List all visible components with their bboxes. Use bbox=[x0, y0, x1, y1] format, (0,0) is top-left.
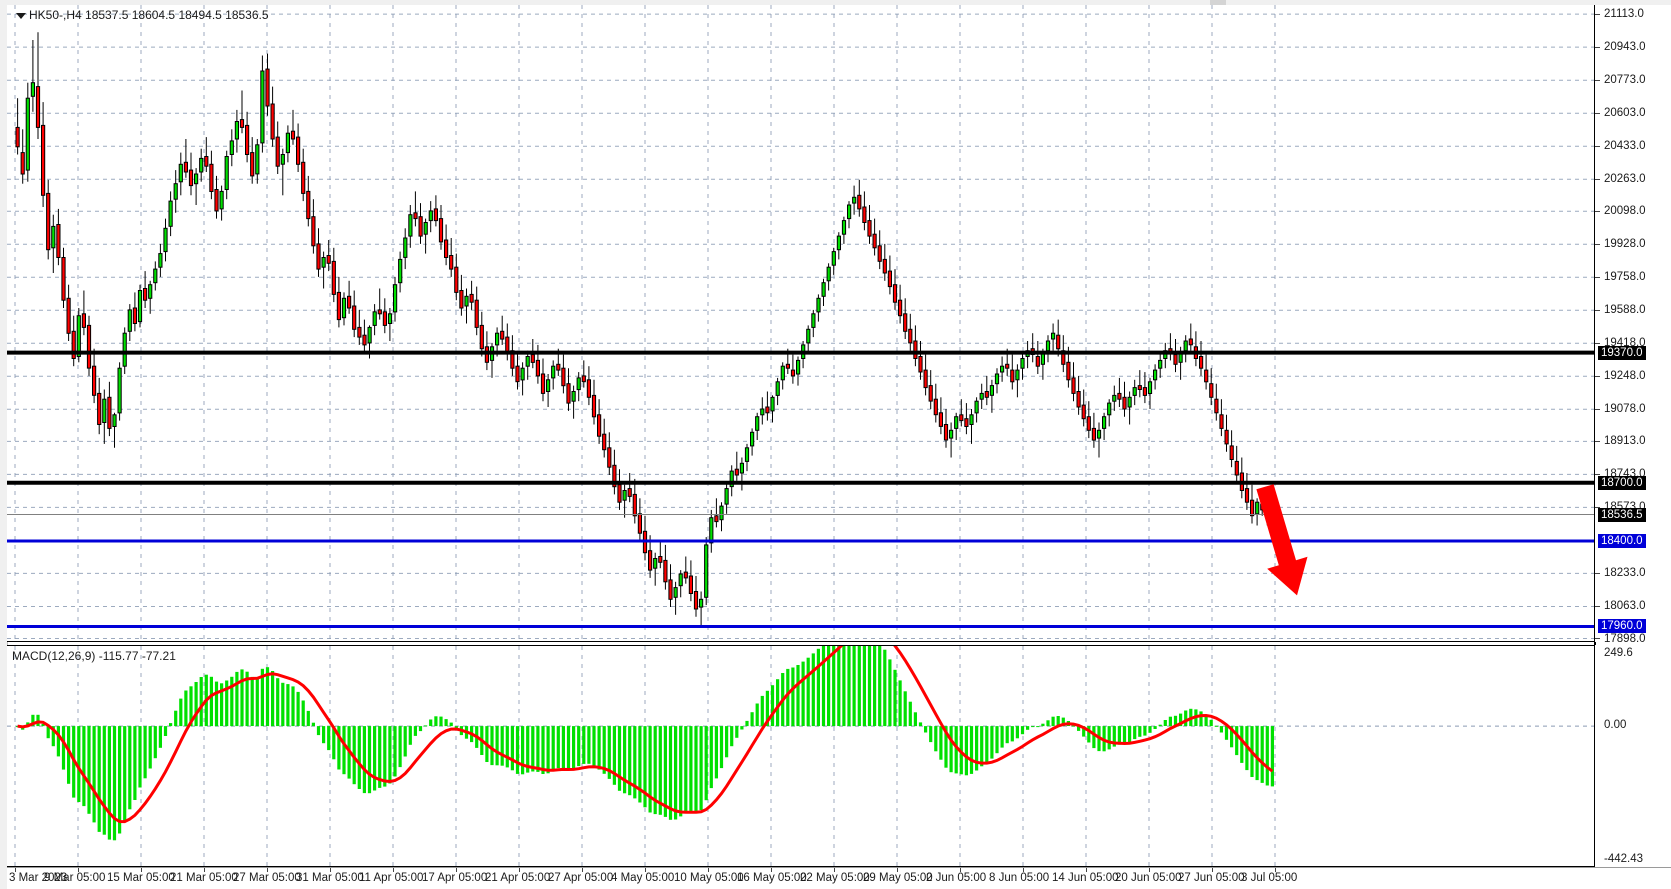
price-axis-tick bbox=[1595, 46, 1600, 48]
time-axis-label: 2 Jun 05:00 bbox=[926, 872, 987, 884]
price-axis-label: 21113.0 bbox=[1604, 8, 1644, 21]
time-axis-label: 21 Apr 05:00 bbox=[485, 872, 551, 884]
price-axis-tick bbox=[1595, 375, 1600, 377]
time-axis-label: 4 May 05:00 bbox=[611, 872, 675, 884]
price-axis-tick bbox=[1595, 408, 1600, 410]
price-axis-tick bbox=[1595, 276, 1600, 278]
price-axis-tick bbox=[1595, 243, 1600, 245]
price-axis-tick bbox=[1595, 638, 1600, 639]
time-axis-tick bbox=[204, 868, 205, 872]
price-axis-label: 20943.0 bbox=[1604, 41, 1646, 54]
price-plot[interactable] bbox=[7, 5, 1595, 642]
price-axis-label: 20433.0 bbox=[1604, 140, 1646, 153]
time-axis-tick bbox=[393, 868, 394, 872]
time-axis-tick bbox=[771, 868, 772, 872]
price-level-tag[interactable]: 18400.0 bbox=[1598, 534, 1646, 548]
time-axis-tick bbox=[1086, 868, 1087, 872]
time-axis-tick bbox=[519, 868, 520, 872]
price-axis-tick bbox=[1595, 112, 1600, 114]
macd-plot[interactable] bbox=[7, 646, 1595, 868]
price-axis-label: 19928.0 bbox=[1604, 238, 1646, 251]
price-axis-tick bbox=[1595, 309, 1600, 311]
price-level-tag[interactable]: 19370.0 bbox=[1598, 345, 1646, 360]
time-axis-label: 29 May 05:00 bbox=[863, 872, 933, 884]
time-axis-tick bbox=[960, 868, 961, 872]
time-axis-label: 22 May 05:00 bbox=[800, 872, 870, 884]
price-axis-tick bbox=[1595, 440, 1600, 442]
time-axis-tick bbox=[1212, 868, 1213, 872]
price-axis-tick bbox=[1595, 572, 1600, 574]
price-axis-label: 19078.0 bbox=[1604, 403, 1646, 416]
time-axis-tick bbox=[141, 868, 142, 872]
price-axis-tick bbox=[1595, 210, 1600, 212]
time-axis-label: 16 May 05:00 bbox=[737, 872, 807, 884]
price-axis-tick bbox=[1595, 342, 1600, 344]
time-axis-label: 8 Jun 05:00 bbox=[989, 872, 1050, 884]
price-axis-label: 20773.0 bbox=[1604, 74, 1646, 87]
price-axis-tick bbox=[1595, 178, 1600, 180]
price-axis-tick bbox=[1595, 506, 1600, 508]
price-axis-label: 19588.0 bbox=[1604, 304, 1646, 317]
time-axis-label: 27 Jun 05:00 bbox=[1178, 872, 1245, 884]
time-axis-label: 20 Jun 05:00 bbox=[1115, 872, 1182, 884]
price-axis-label: 18233.0 bbox=[1604, 567, 1646, 580]
price-axis-label: 20098.0 bbox=[1604, 205, 1646, 218]
price-axis-label: 20263.0 bbox=[1604, 173, 1646, 186]
time-axis-tick bbox=[330, 868, 331, 872]
macd-axis-label: -442.43 bbox=[1604, 853, 1644, 865]
price-axis-label: 17898.0 bbox=[1604, 632, 1646, 645]
time-axis-label: 21 Mar 05:00 bbox=[170, 872, 238, 884]
time-axis-scale[interactable]: 3 Mar 2023 9 Mar 05:00 15 Mar 05:00 21 Mar … bbox=[7, 867, 1671, 889]
time-axis-label: 15 Mar 05:00 bbox=[107, 872, 175, 884]
chart-symbol-header: HK50-,H4 18537.5 18604.5 18494.5 18536.5 bbox=[29, 8, 269, 22]
time-axis-tick bbox=[1023, 868, 1024, 872]
price-axis-label: 18913.0 bbox=[1604, 435, 1646, 448]
price-level-tag[interactable]: 18536.5 bbox=[1598, 507, 1646, 522]
price-axis-scale[interactable]: 21113.0 20943.0 20773.0 20603.0 20433.0 20263… bbox=[1595, 5, 1671, 645]
time-axis-tick bbox=[1275, 868, 1276, 872]
time-axis-label: 9 Mar 05:00 bbox=[44, 872, 106, 884]
time-axis-tick bbox=[78, 868, 79, 872]
price-axis-label: 18063.0 bbox=[1604, 600, 1646, 613]
time-axis-tick bbox=[1149, 868, 1150, 872]
time-axis-tick bbox=[582, 868, 583, 872]
price-axis-tick bbox=[1595, 605, 1600, 607]
price-level-tag[interactable]: 18700.0 bbox=[1598, 475, 1646, 490]
price-chart-panel[interactable]: HK50-,H4 18537.5 18604.5 18494.5 18536.5 bbox=[7, 5, 1595, 642]
time-axis-label: 11 Apr 05:00 bbox=[359, 872, 424, 884]
time-axis-tick bbox=[15, 868, 16, 872]
time-axis-label: 17 Apr 05:00 bbox=[422, 872, 488, 884]
time-axis-tick bbox=[708, 868, 709, 872]
time-axis-label: 3 Mar 2023 bbox=[9, 872, 68, 884]
price-axis-tick bbox=[1595, 13, 1600, 15]
time-axis-label: 3 Jul 05:00 bbox=[1241, 872, 1298, 884]
macd-indicator-panel[interactable]: MACD(12,26,9) -115.77 -77.21 bbox=[7, 645, 1595, 868]
macd-label: MACD(12,26,9) -115.77 -77.21 bbox=[12, 649, 176, 663]
time-axis-label: 10 May 05:00 bbox=[674, 872, 744, 884]
window-drag-handle[interactable] bbox=[1210, 0, 1226, 5]
price-axis-tick bbox=[1595, 145, 1600, 147]
price-axis-label: 19248.0 bbox=[1604, 370, 1646, 383]
price-axis-tick bbox=[1595, 79, 1600, 81]
time-axis-tick bbox=[834, 868, 835, 872]
caret-down-icon[interactable] bbox=[16, 13, 26, 19]
price-axis-label: 19758.0 bbox=[1604, 271, 1646, 284]
price-axis-label: 20603.0 bbox=[1604, 107, 1646, 120]
time-axis-tick bbox=[267, 868, 268, 872]
time-axis-tick bbox=[645, 868, 646, 872]
price-axis-tick bbox=[1595, 473, 1600, 475]
time-axis-tick bbox=[897, 868, 898, 872]
time-axis-label: 14 Jun 05:00 bbox=[1052, 872, 1119, 884]
time-axis-label: 31 Mar 05:00 bbox=[296, 872, 364, 884]
macd-axis-scale[interactable]: 249.6 0.00 -442.43 bbox=[1595, 645, 1671, 867]
macd-axis-label: 0.00 bbox=[1604, 719, 1627, 732]
price-level-tag[interactable]: 17960.0 bbox=[1598, 619, 1646, 634]
time-axis-tick bbox=[456, 868, 457, 872]
macd-axis-label: 249.6 bbox=[1604, 647, 1633, 659]
time-axis-label: 27 Mar 05:00 bbox=[233, 872, 301, 884]
time-axis-label: 27 Apr 05:00 bbox=[548, 872, 614, 884]
